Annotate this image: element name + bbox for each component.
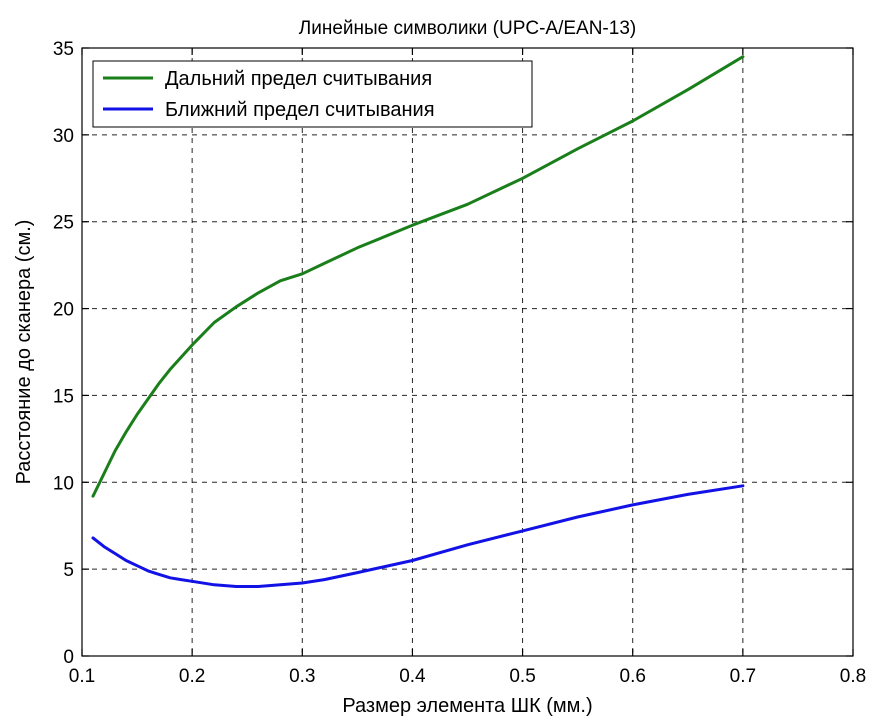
x-tick-label: 0.3: [289, 666, 315, 687]
y-axis-label: Расстояние до сканера (см.): [13, 220, 35, 485]
x-tick-label: 0.4: [399, 666, 426, 687]
y-tick-label: 15: [53, 386, 74, 407]
x-tick-label: 0.5: [509, 666, 535, 687]
grid-layer: [82, 48, 853, 656]
y-tick-label: 25: [53, 213, 74, 234]
legend: Дальний предел считывания Ближний предел …: [92, 60, 533, 128]
legend-label-near-limit: Ближний предел считывания: [165, 99, 435, 121]
x-tick-label: 0.1: [69, 666, 95, 687]
series-line-near-limit: [91, 484, 745, 588]
series-layer: [91, 55, 745, 588]
y-tick-label: 10: [53, 473, 74, 494]
plot-frame: [81, 47, 854, 657]
x-tick-label: 0.6: [620, 666, 646, 687]
series-line-far-limit: [91, 55, 745, 498]
y-tick-label: 30: [53, 126, 74, 147]
legend-label-far-limit: Дальний предел считывания: [165, 68, 432, 90]
tick-layer: 0.1 0.2 0.3 0.4 0.5 0.6 0.7 0.8 0 5 10 15 20 25 30 35: [53, 39, 866, 687]
y-tick-label: 35: [53, 39, 74, 60]
x-tick-label: 0.8: [840, 666, 866, 687]
y-tick-label: 0: [63, 647, 74, 668]
chart-title: Линейные символики (UPC-A/EAN-13): [299, 18, 636, 39]
y-tick-label: 5: [63, 560, 74, 581]
x-tick-label: 0.2: [179, 666, 205, 687]
y-tick-label: 20: [53, 300, 74, 321]
legend-box: [92, 60, 533, 128]
x-tick-label: 0.7: [730, 666, 756, 687]
x-axis-label: Размер элемента ШК (мм.): [342, 695, 592, 717]
